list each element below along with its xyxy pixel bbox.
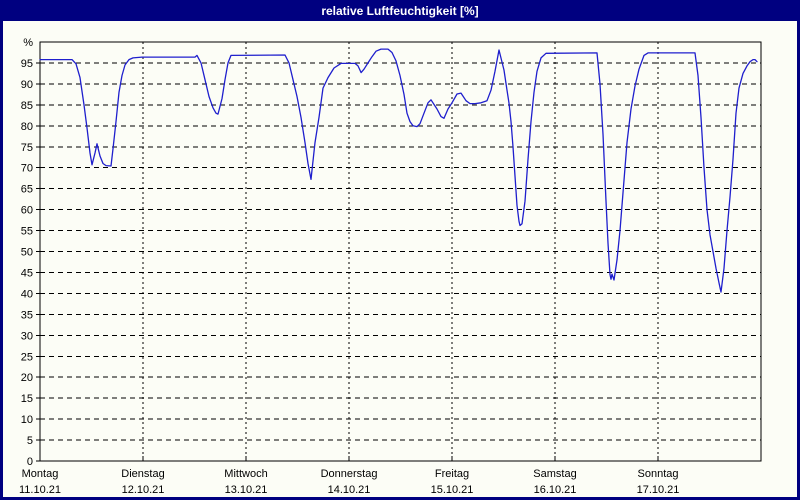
y-tick-label: 60 bbox=[21, 205, 33, 217]
window-titlebar[interactable]: relative Luftfeuchtigkeit [%] bbox=[0, 0, 800, 21]
y-tick-label: 25 bbox=[21, 351, 33, 363]
y-tick-label: 80 bbox=[21, 121, 33, 133]
x-day-label: Mittwoch bbox=[224, 468, 267, 480]
x-day-label: Freitag bbox=[435, 468, 469, 480]
y-tick-label: 5 bbox=[27, 435, 33, 447]
x-date-label: 15.10.21 bbox=[431, 484, 474, 496]
x-date-label: 16.10.21 bbox=[534, 484, 577, 496]
x-date-label: 11.10.21 bbox=[19, 484, 61, 496]
y-tick-label: 0 bbox=[27, 456, 33, 468]
x-day-label: Montag bbox=[22, 468, 59, 480]
axes bbox=[36, 41, 762, 462]
y-tick-label: 90 bbox=[21, 79, 33, 91]
x-day-label: Sonntag bbox=[638, 468, 679, 480]
x-date-label: 14.10.21 bbox=[328, 484, 371, 496]
window-title: relative Luftfeuchtigkeit [%] bbox=[321, 3, 479, 18]
y-tick-label: 45 bbox=[21, 267, 33, 279]
y-axis-labels: 0 5 10 15 20 25 30 35 40 45 50 55 60 65 70 75 80 85 90 95% bbox=[21, 37, 33, 468]
humidity-series-line bbox=[39, 48, 758, 293]
x-day-label: Dienstag bbox=[121, 468, 164, 480]
x-axis-labels: Montag 11.10.21 Dienstag 12.10.21 Mittwoch 13… bbox=[19, 468, 679, 496]
y-tick-label: 95 bbox=[21, 58, 33, 70]
y-tick-label: 70 bbox=[21, 163, 33, 175]
y-tick-label: 55 bbox=[21, 226, 33, 238]
y-tick-label: 50 bbox=[21, 247, 33, 259]
gridlines bbox=[40, 42, 761, 461]
y-tick-label: 10 bbox=[21, 414, 33, 426]
x-date-label: 13.10.21 bbox=[225, 484, 268, 496]
y-tick-label: 20 bbox=[21, 372, 33, 384]
y-tick-label: 35 bbox=[21, 309, 33, 321]
chart-background bbox=[3, 21, 797, 497]
x-date-label: 17.10.21 bbox=[637, 484, 680, 496]
x-date-label: 12.10.21 bbox=[122, 484, 165, 496]
y-tick-label: 65 bbox=[21, 184, 33, 196]
y-axis-unit-label: % bbox=[23, 37, 33, 49]
y-tick-label: 85 bbox=[21, 100, 33, 112]
x-day-label: Donnerstag bbox=[321, 468, 378, 480]
y-tick-label: 40 bbox=[21, 288, 33, 300]
y-tick-label: 30 bbox=[21, 330, 33, 342]
y-tick-label: 15 bbox=[21, 393, 33, 405]
y-tick-label: 75 bbox=[21, 142, 33, 154]
x-day-label: Samstag bbox=[533, 468, 576, 480]
